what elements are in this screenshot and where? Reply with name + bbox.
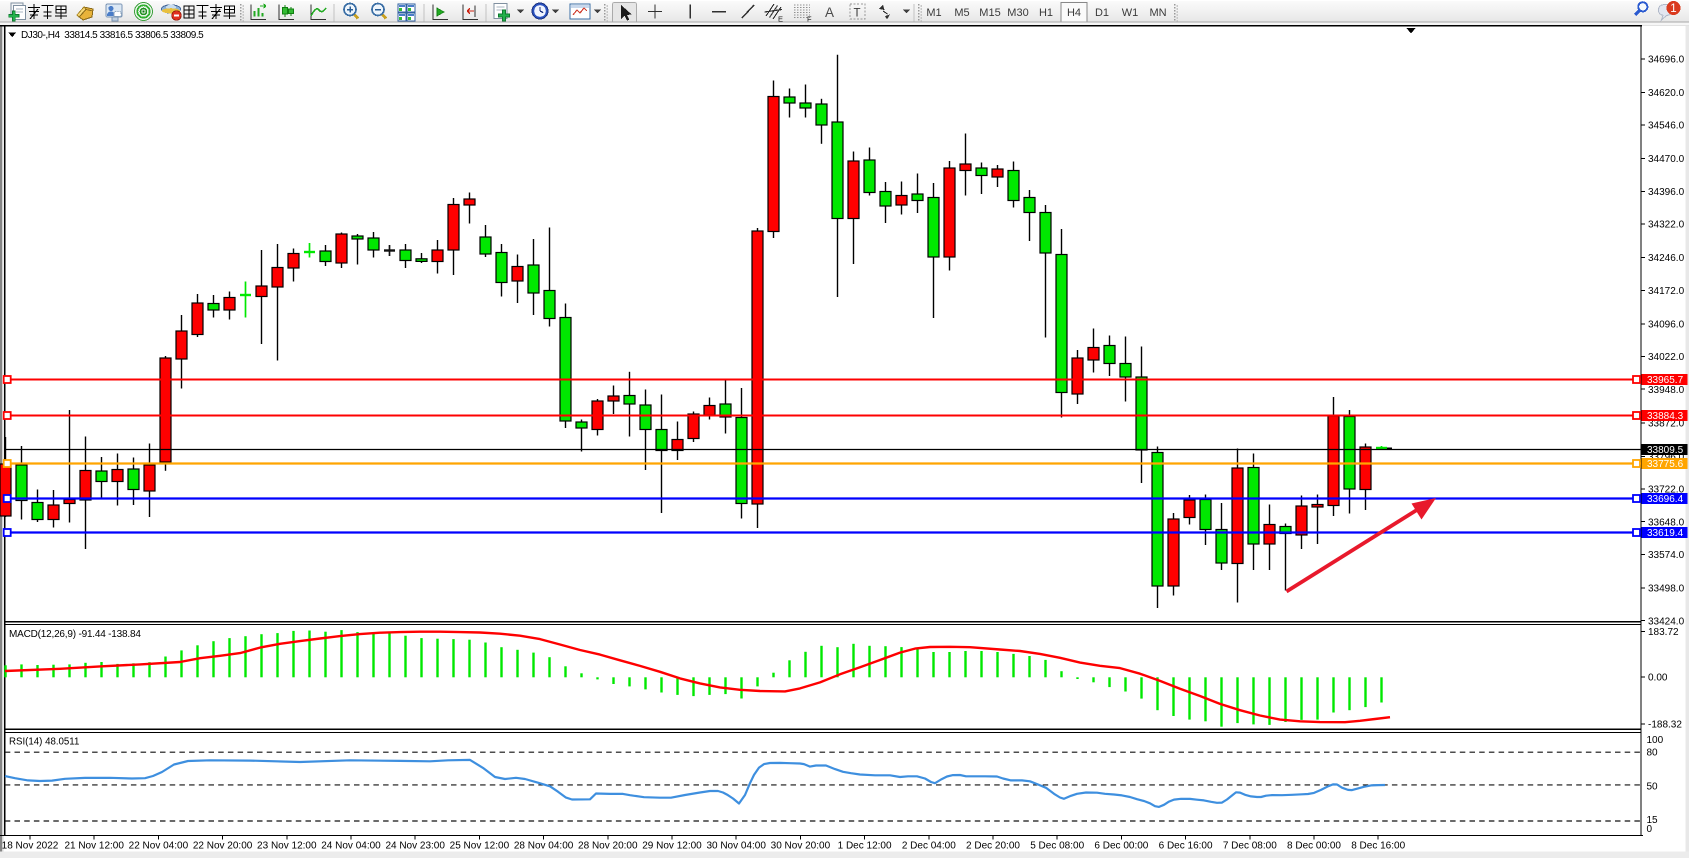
svg-text:28 Nov 04:00: 28 Nov 04:00 — [514, 841, 574, 852]
svg-text:34096.0: 34096.0 — [1648, 319, 1685, 330]
svg-text:34022.0: 34022.0 — [1648, 352, 1685, 363]
svg-text:W1: W1 — [1122, 7, 1139, 19]
svg-text:D1: D1 — [1095, 7, 1109, 19]
svg-text:33648.0: 33648.0 — [1648, 517, 1685, 528]
svg-text:6 Dec 00:00: 6 Dec 00:00 — [1094, 841, 1148, 852]
svg-text:34246.0: 34246.0 — [1648, 253, 1685, 264]
svg-text:34322.0: 34322.0 — [1648, 220, 1685, 231]
svg-text:2 Dec 20:00: 2 Dec 20:00 — [966, 841, 1020, 852]
svg-text:H4: H4 — [1067, 7, 1081, 19]
svg-text:A: A — [825, 5, 834, 20]
svg-text:183.72: 183.72 — [1648, 627, 1679, 638]
svg-text:21 Nov 12:00: 21 Nov 12:00 — [64, 841, 124, 852]
svg-text:25 Nov 12:00: 25 Nov 12:00 — [450, 841, 510, 852]
svg-text:8 Dec 16:00: 8 Dec 16:00 — [1351, 841, 1405, 852]
svg-text:34620.0: 34620.0 — [1648, 88, 1685, 99]
svg-text:-188.32: -188.32 — [1648, 719, 1682, 730]
svg-text:5 Dec 08:00: 5 Dec 08:00 — [1030, 841, 1084, 852]
svg-text:33424.0: 33424.0 — [1648, 616, 1685, 627]
svg-text:2 Dec 04:00: 2 Dec 04:00 — [902, 841, 956, 852]
svg-text:34470.0: 34470.0 — [1648, 154, 1685, 165]
svg-text:7 Dec 08:00: 7 Dec 08:00 — [1223, 841, 1277, 852]
svg-text:M1: M1 — [926, 7, 941, 19]
svg-text:33619.4: 33619.4 — [1647, 528, 1684, 539]
svg-text:H1: H1 — [1039, 7, 1053, 19]
svg-text:30 Nov 04:00: 30 Nov 04:00 — [706, 841, 766, 852]
svg-text:33884.3: 33884.3 — [1647, 411, 1684, 422]
svg-text:28 Nov 20:00: 28 Nov 20:00 — [578, 841, 638, 852]
svg-text:33775.6: 33775.6 — [1647, 459, 1684, 470]
svg-text:6 Dec 16:00: 6 Dec 16:00 — [1159, 841, 1213, 852]
svg-text:1: 1 — [1670, 3, 1676, 15]
svg-text:34172.0: 34172.0 — [1648, 286, 1685, 297]
svg-text:24 Nov 04:00: 24 Nov 04:00 — [321, 841, 381, 852]
svg-text:22 Nov 20:00: 22 Nov 20:00 — [193, 841, 253, 852]
svg-text:RSI(14) 48.0511: RSI(14) 48.0511 — [9, 737, 79, 748]
svg-text:M15: M15 — [979, 7, 1000, 19]
svg-text:1 Dec 12:00: 1 Dec 12:00 — [838, 841, 892, 852]
svg-text:33948.0: 33948.0 — [1648, 385, 1685, 396]
svg-text:34546.0: 34546.0 — [1648, 121, 1685, 132]
svg-text:T: T — [854, 8, 861, 20]
svg-text:M5: M5 — [954, 7, 969, 19]
svg-text:33574.0: 33574.0 — [1648, 550, 1685, 561]
svg-text:33696.4: 33696.4 — [1647, 494, 1684, 505]
svg-text:50: 50 — [1647, 781, 1659, 792]
svg-text:33498.0: 33498.0 — [1648, 584, 1685, 595]
svg-text:0.00: 0.00 — [1648, 672, 1668, 683]
svg-text:80: 80 — [1647, 748, 1659, 759]
svg-text:0: 0 — [1647, 824, 1653, 835]
svg-text:DJ30-,H4 33814.5 33816.5 3380: DJ30-,H4 33814.5 33816.5 33806.5 33809.5 — [21, 30, 204, 41]
svg-text:M30: M30 — [1007, 7, 1028, 19]
svg-text:30 Nov 20:00: 30 Nov 20:00 — [771, 841, 831, 852]
svg-text:29 Nov 12:00: 29 Nov 12:00 — [642, 841, 702, 852]
svg-text:23 Nov 12:00: 23 Nov 12:00 — [257, 841, 317, 852]
svg-text:34696.0: 34696.0 — [1648, 54, 1685, 65]
svg-text:34396.0: 34396.0 — [1648, 187, 1685, 198]
svg-text:8 Dec 00:00: 8 Dec 00:00 — [1287, 841, 1341, 852]
svg-text:33965.7: 33965.7 — [1647, 375, 1684, 386]
svg-text:24 Nov 23:00: 24 Nov 23:00 — [385, 841, 445, 852]
svg-text:MN: MN — [1149, 7, 1166, 19]
svg-text:33809.5: 33809.5 — [1647, 445, 1684, 456]
svg-text:100: 100 — [1647, 735, 1664, 746]
svg-text:18 Nov 2022: 18 Nov 2022 — [2, 841, 59, 852]
svg-text:22 Nov 04:00: 22 Nov 04:00 — [129, 841, 189, 852]
svg-text:MACD(12,26,9) -91.44 -138.84: MACD(12,26,9) -91.44 -138.84 — [9, 629, 141, 640]
